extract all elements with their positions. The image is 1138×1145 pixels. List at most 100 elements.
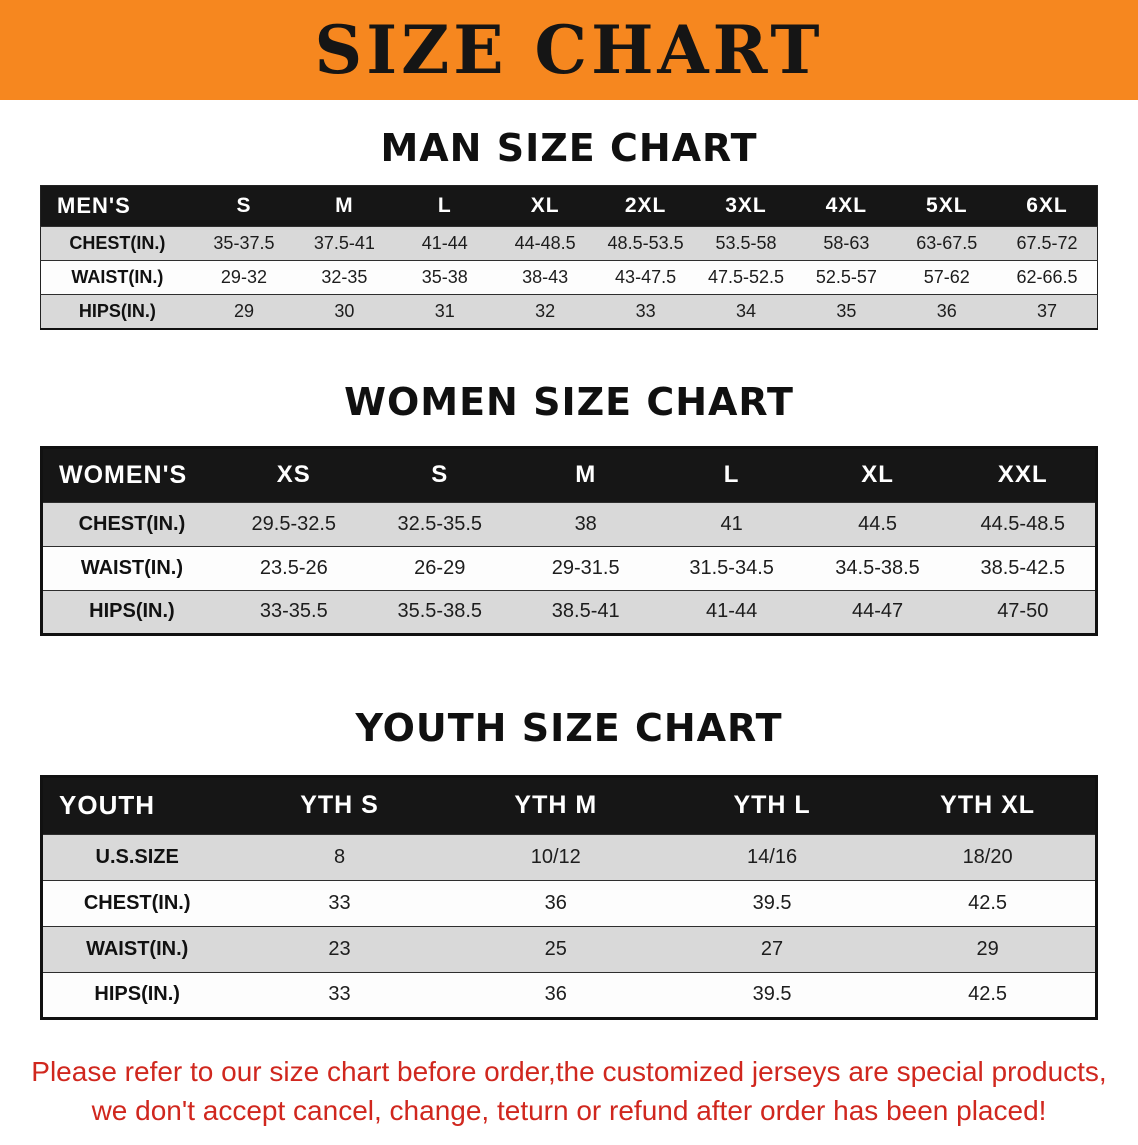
measurement-value: 35-38 [395,261,495,295]
measurement-label: HIPS(IN.) [42,590,221,634]
size-chart-banner: SIZE CHART [0,0,1138,100]
measurement-value: 8 [231,834,447,880]
measurement-value: 35-37.5 [194,227,294,261]
measurement-value: 43-47.5 [595,261,695,295]
size-column-header: M [294,186,394,227]
size-column-header: 4XL [796,186,896,227]
size-column-header: YTH XL [880,776,1096,834]
disclaimer-line-2: we don't accept cancel, change, teturn o… [0,1091,1138,1131]
measurement-value: 33 [231,972,447,1018]
size-column-header: XS [221,447,367,502]
measurement-label: WAIST(IN.) [42,546,221,590]
measurement-value: 27 [664,926,880,972]
measurement-value: 32.5-35.5 [367,502,513,546]
measurement-label: U.S.SIZE [42,834,232,880]
measurement-value: 31 [395,295,495,329]
measurement-label: CHEST(IN.) [41,227,194,261]
measurement-value: 41-44 [659,590,805,634]
measurement-value: 10/12 [448,834,664,880]
page-title: SIZE CHART [315,17,824,83]
measurement-value: 37 [997,295,1098,329]
measurement-value: 33 [231,880,447,926]
measurement-value: 38 [513,502,659,546]
measurement-value: 36 [448,880,664,926]
measurement-value: 34.5-38.5 [805,546,951,590]
size-column-header: 2XL [595,186,695,227]
measurement-value: 18/20 [880,834,1096,880]
table-corner-label: MEN'S [41,186,194,227]
measurement-value: 33 [595,295,695,329]
youth-section-heading: YOUTH SIZE CHART [0,706,1138,750]
table-corner-label: YOUTH [42,776,232,834]
size-column-header: L [395,186,495,227]
measurement-value: 52.5-57 [796,261,896,295]
measurement-value: 37.5-41 [294,227,394,261]
measurement-value: 38.5-41 [513,590,659,634]
measurement-value: 38-43 [495,261,595,295]
size-column-header: XL [805,447,951,502]
measurement-value: 29-32 [194,261,294,295]
size-column-header: 3XL [696,186,796,227]
women-section-heading: WOMEN SIZE CHART [0,380,1138,424]
men-section-heading: MAN SIZE CHART [0,126,1138,170]
measurement-value: 53.5-58 [696,227,796,261]
size-column-header: L [659,447,805,502]
size-column-header: S [367,447,513,502]
measurement-value: 36 [897,295,997,329]
measurement-value: 67.5-72 [997,227,1098,261]
measurement-value: 36 [448,972,664,1018]
size-column-header: XL [495,186,595,227]
size-column-header: YTH L [664,776,880,834]
measurement-value: 25 [448,926,664,972]
measurement-value: 33-35.5 [221,590,367,634]
size-column-header: YTH S [231,776,447,834]
measurement-value: 57-62 [897,261,997,295]
measurement-value: 48.5-53.5 [595,227,695,261]
measurement-value: 35 [796,295,896,329]
measurement-value: 47.5-52.5 [696,261,796,295]
measurement-value: 29 [194,295,294,329]
measurement-value: 32 [495,295,595,329]
size-column-header: XXL [951,447,1097,502]
measurement-value: 63-67.5 [897,227,997,261]
size-column-header: 5XL [897,186,997,227]
measurement-value: 41-44 [395,227,495,261]
measurement-value: 31.5-34.5 [659,546,805,590]
measurement-value: 35.5-38.5 [367,590,513,634]
disclaimer-line-1: Please refer to our size chart before or… [0,1052,1138,1092]
measurement-value: 44-47 [805,590,951,634]
measurement-label: CHEST(IN.) [42,880,232,926]
measurement-value: 23 [231,926,447,972]
measurement-value: 44.5 [805,502,951,546]
size-column-header: 6XL [997,186,1098,227]
measurement-value: 23.5-26 [221,546,367,590]
measurement-label: WAIST(IN.) [41,261,194,295]
measurement-value: 44-48.5 [495,227,595,261]
size-column-header: S [194,186,294,227]
measurement-label: HIPS(IN.) [42,972,232,1018]
measurement-value: 58-63 [796,227,896,261]
size-column-header: YTH M [448,776,664,834]
measurement-value: 29-31.5 [513,546,659,590]
measurement-value: 29 [880,926,1096,972]
measurement-value: 39.5 [664,972,880,1018]
measurement-value: 38.5-42.5 [951,546,1097,590]
measurement-value: 34 [696,295,796,329]
